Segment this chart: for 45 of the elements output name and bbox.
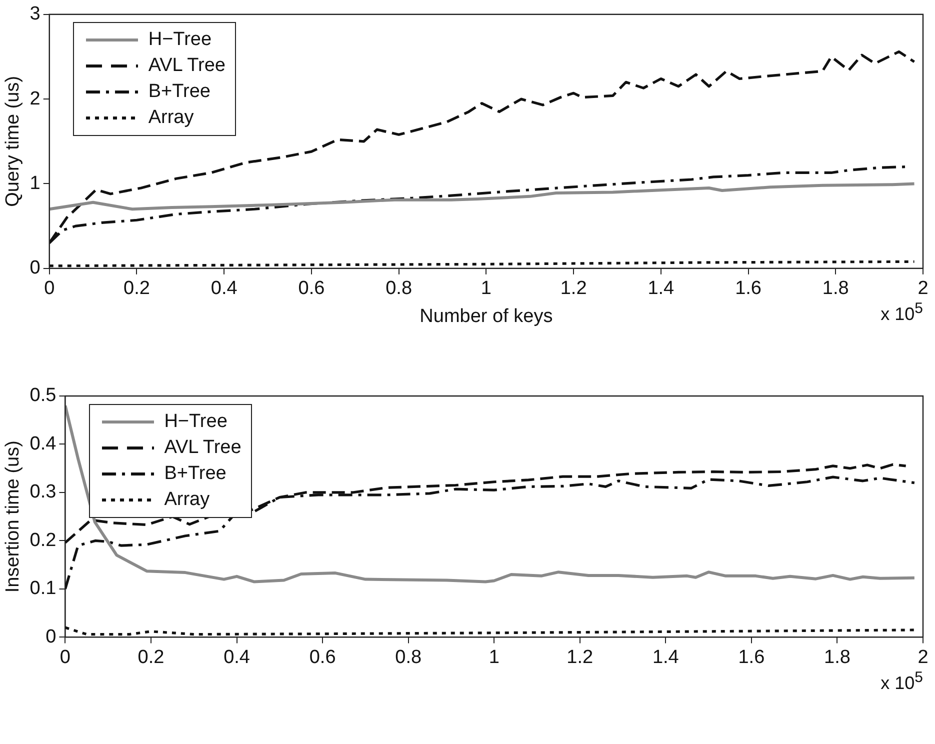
legend-label: H−Tree bbox=[148, 29, 212, 52]
x-tick-label: 1.8 bbox=[824, 646, 850, 668]
legend-label: AVL Tree bbox=[164, 437, 242, 459]
x-tick-label: 0 bbox=[60, 646, 70, 668]
legend-label: AVL Tree bbox=[148, 55, 226, 78]
text: x 10$^{5}$ bbox=[880, 669, 923, 694]
x-tick-label: 1 bbox=[480, 278, 492, 300]
x-tick-label: 0.4 bbox=[210, 278, 238, 300]
text: x 10$^{5}$ bbox=[880, 300, 923, 326]
y-tick-label: 0 bbox=[46, 626, 56, 648]
y-tick-label: 2 bbox=[30, 88, 40, 110]
x-axis-title: Number of keys bbox=[420, 306, 553, 327]
x-tick-label: 1.6 bbox=[735, 278, 762, 300]
legend-label: Array bbox=[164, 489, 210, 511]
y-tick-label: 0.5 bbox=[30, 385, 56, 406]
x-tick-label: 1.8 bbox=[822, 278, 849, 300]
x-tick-label: 1.4 bbox=[648, 278, 675, 300]
x-tick-label: 2 bbox=[918, 646, 928, 668]
x-tick-label: 1.4 bbox=[652, 646, 680, 668]
x-tick-label: 1 bbox=[488, 646, 500, 668]
x-tick-label: 1.2 bbox=[560, 278, 587, 300]
legend-label: Array bbox=[148, 107, 194, 130]
x-tick-label: 0.2 bbox=[124, 278, 150, 300]
y-tick-label: 3 bbox=[30, 4, 40, 25]
line-series bbox=[65, 626, 916, 636]
y-tick-label: 0.1 bbox=[30, 578, 56, 600]
x-tick-label: 1.2 bbox=[566, 646, 594, 668]
x-tick-label: 0.8 bbox=[395, 646, 422, 668]
y-tick-label: 0.3 bbox=[30, 482, 56, 503]
y-tick-label: 1 bbox=[30, 172, 40, 194]
legend-label: B+Tree bbox=[148, 81, 210, 104]
y-tick-label: 0.4 bbox=[30, 433, 57, 454]
y-tick-label: 0.2 bbox=[30, 530, 56, 551]
y-tick-label: 0 bbox=[30, 258, 40, 279]
x-tick-label: 2 bbox=[918, 278, 928, 300]
y-axis-title: Insertion time (us) bbox=[2, 440, 24, 593]
x-tick-label: 0.2 bbox=[138, 646, 164, 668]
legend-label: B+Tree bbox=[164, 463, 226, 485]
x-tick-label: 0.6 bbox=[298, 278, 325, 300]
x-tick-label: 1.6 bbox=[738, 646, 765, 668]
legend-label: H−Tree bbox=[164, 411, 228, 433]
x-tick-label: 0.4 bbox=[224, 646, 250, 668]
x-tick-label: 0.8 bbox=[386, 278, 412, 300]
y-axis-title: Query time (us) bbox=[2, 76, 24, 207]
x-tick-label: 0.6 bbox=[309, 646, 336, 668]
